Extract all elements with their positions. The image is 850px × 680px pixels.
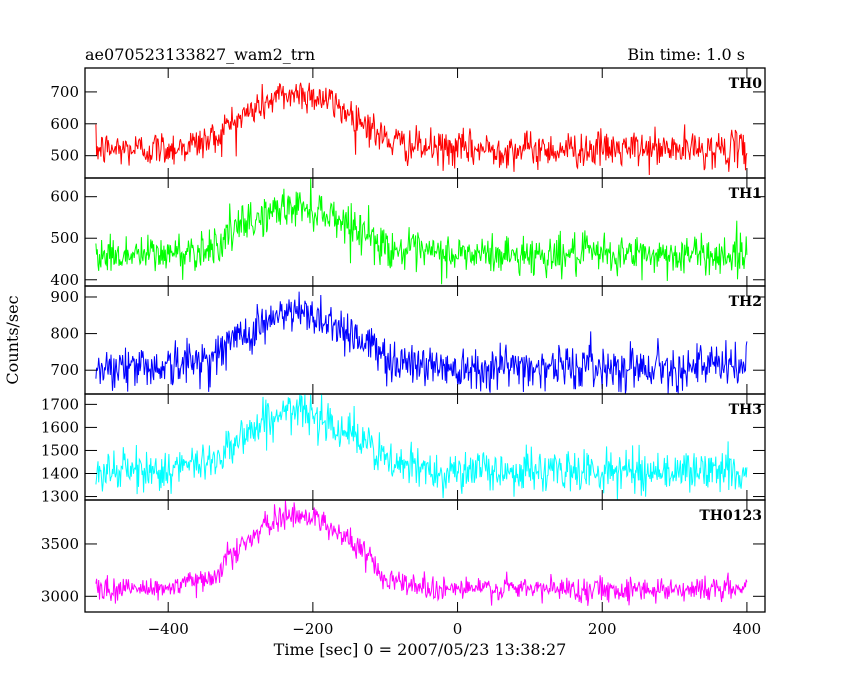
- panel-label-th3: TH3: [729, 402, 762, 418]
- y-tick-label: 400: [50, 271, 79, 289]
- panel-frame: [84, 499, 766, 613]
- y-tick-label: 1700: [41, 395, 79, 413]
- panel-frame: [84, 67, 766, 179]
- y-tick-label: 700: [50, 361, 79, 379]
- panel-frame: [84, 393, 766, 501]
- panel-th2: 700 800 900 TH2: [50, 285, 766, 395]
- y-tick-label: 3000: [41, 587, 79, 605]
- x-tick-label: 400: [733, 620, 762, 638]
- series-line-th0: [95, 82, 748, 176]
- y-tick-label: 500: [50, 147, 79, 165]
- y-tick-label: 600: [50, 115, 79, 133]
- panel-label-th1: TH1: [729, 186, 762, 202]
- panel-th0: 500 600 700 TH0: [50, 67, 766, 179]
- panel-th0123: 3000 3500 TH0123: [41, 499, 766, 613]
- series-line-th1: [95, 178, 748, 285]
- y-tick-label: 700: [50, 83, 79, 101]
- x-tick-label: 0: [453, 620, 463, 638]
- y-tick-label: 1300: [41, 488, 79, 506]
- y-tick-label: 1500: [41, 441, 79, 459]
- x-axis-label: Time [sec] 0 = 2007/05/23 13:38:27: [274, 640, 567, 659]
- panel-label-th2: TH2: [729, 294, 762, 310]
- series-line-th3: [95, 394, 748, 500]
- y-tick-label: 900: [50, 288, 79, 306]
- y-axis-label: Counts/sec: [3, 295, 22, 384]
- y-tick-label: 3500: [41, 535, 79, 553]
- panel-label-th0: TH0: [729, 76, 763, 92]
- y-tick-label: 1400: [41, 465, 79, 483]
- panel-frame: [84, 177, 766, 287]
- x-tick-label: −400: [148, 620, 189, 638]
- y-tick-label: 1600: [41, 418, 79, 436]
- x-tick-label: −200: [292, 620, 333, 638]
- y-tick-label: 600: [50, 188, 79, 206]
- panel-label-th0123: TH0123: [699, 508, 762, 524]
- chart-title: ae070523133827_wam2_trn: [85, 45, 315, 64]
- series-line-th2: [95, 291, 748, 394]
- bin-time-label: Bin time: 1.0 s: [627, 45, 745, 64]
- panels-group: 500 600 700 TH0 400 500 600 TH1 700 800 900 TH2 1300…: [41, 67, 766, 638]
- y-tick-label: 500: [50, 229, 79, 247]
- x-tick-label: 200: [588, 620, 617, 638]
- y-tick-label: 800: [50, 325, 79, 343]
- panel-th3: 1300 1400 1500 1600 1700 TH3: [41, 393, 766, 506]
- series-line-th0123: [95, 500, 748, 606]
- panel-th1: 400 500 600 TH1: [50, 177, 766, 289]
